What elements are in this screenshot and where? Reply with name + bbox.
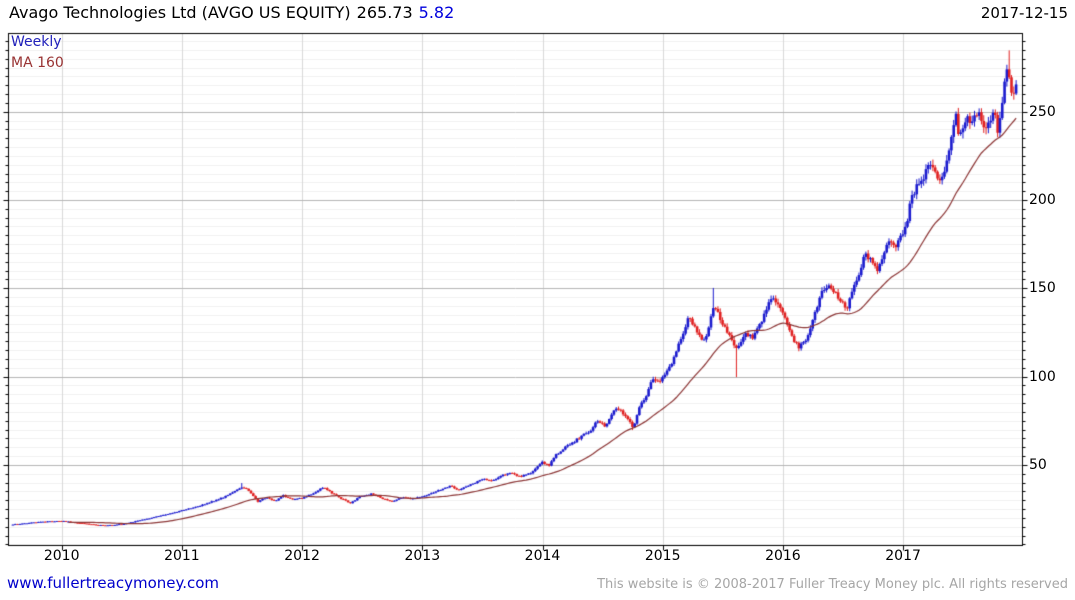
chart-title: Avago Technologies Ltd (AVGO US EQUITY) — [9, 3, 351, 22]
x-axis-tick-label: 2013 — [404, 548, 441, 564]
y-axis-tick-label: 150 — [1029, 280, 1056, 297]
price-change-value: 5.82 — [418, 3, 455, 22]
x-axis-tick-label: 2016 — [765, 548, 801, 564]
y-axis-tick-label: 250 — [1029, 103, 1056, 120]
chart-header: Avago Technologies Ltd (AVGO US EQUITY) 2… — [9, 3, 454, 22]
x-axis-tick-label: 2010 — [43, 548, 80, 564]
website-link[interactable]: www.fullertreacymoney.com — [7, 574, 220, 592]
chart-date: 2017-12-15 — [980, 4, 1068, 22]
x-axis-tick-label: 2011 — [164, 548, 200, 564]
y-axis-tick-label: 100 — [1029, 368, 1056, 385]
copyright-text: This website is © 2008-2017 Fuller Treac… — [597, 577, 1068, 592]
legend-ma-label: MA 160 — [11, 55, 64, 71]
x-axis-tick-label: 2015 — [644, 548, 681, 564]
y-axis-tick-label: 50 — [1029, 456, 1047, 473]
x-axis-tick-label: 2012 — [284, 548, 320, 564]
last-price-value: 265.73 — [356, 3, 413, 22]
x-axis-tick-label: 2014 — [524, 548, 561, 564]
y-axis-tick-label: 200 — [1029, 192, 1056, 208]
x-axis-tick-label: 2017 — [885, 548, 921, 564]
legend-frequency-label: Weekly — [11, 34, 62, 50]
